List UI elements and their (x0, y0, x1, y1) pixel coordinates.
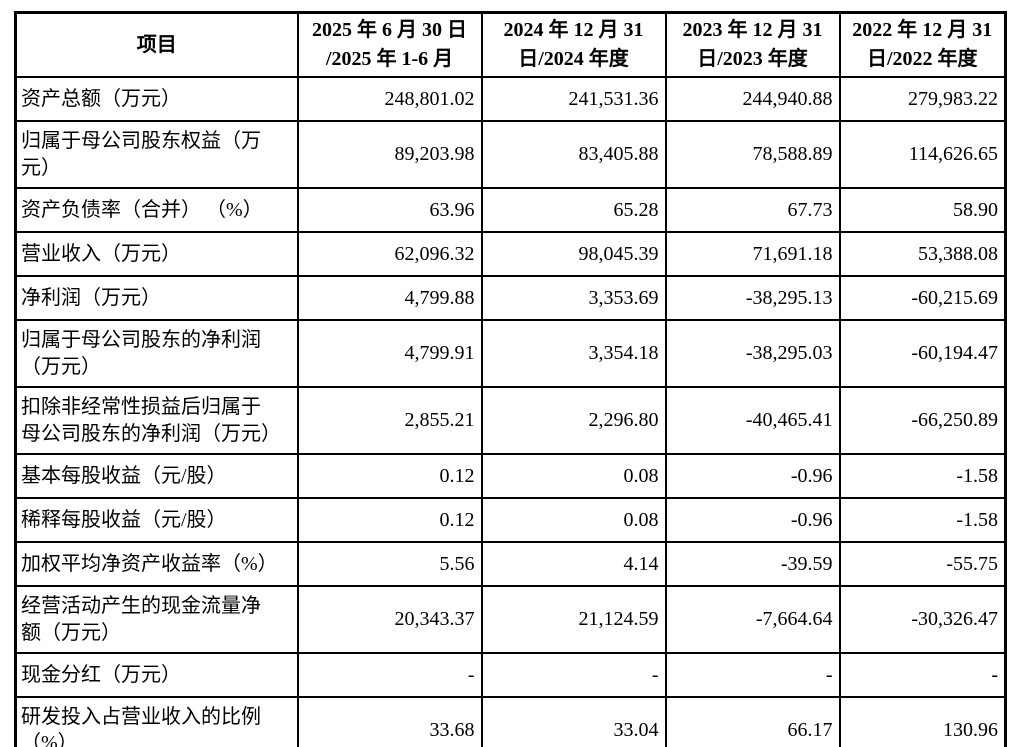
column-header-2025: 2025 年 6 月 30 日 /2025 年 1-6 月 (296, 11, 483, 78)
cell-value: 33.04 (480, 696, 667, 747)
cell-value: -60,215.69 (838, 275, 1007, 321)
table-row-diluted-eps: 稀释每股收益（元/股） 0.12 0.08 -0.96 -1.58 (14, 497, 1007, 543)
cell-value: 78,588.89 (664, 120, 841, 189)
row-label: 归属于母公司股东权益（万 元） (14, 120, 299, 189)
row-label: 归属于母公司股东的净利润 （万元） (14, 319, 299, 388)
cell-value: 66.17 (664, 696, 841, 747)
cell-value: -1.58 (838, 453, 1007, 499)
cell-value: -55.75 (838, 541, 1007, 587)
cell-value: 279,983.22 (838, 76, 1007, 122)
cell-value: -38,295.03 (664, 319, 841, 388)
row-label: 经营活动产生的现金流量净 额（万元） (14, 585, 299, 654)
cell-value: -0.96 (664, 497, 841, 543)
row-label: 加权平均净资产收益率（%） (14, 541, 299, 587)
row-label: 稀释每股收益（元/股） (14, 497, 299, 543)
row-label: 营业收入（万元） (14, 231, 299, 277)
table-row-total-assets: 资产总额（万元） 248,801.02 241,531.36 244,940.8… (14, 76, 1007, 122)
cell-value: 241,531.36 (480, 76, 667, 122)
cell-value: -66,250.89 (838, 386, 1007, 455)
table-row-deducted-net-profit: 扣除非经常性损益后归属于 母公司股东的净利润（万元） 2,855.21 2,29… (14, 386, 1007, 455)
cell-value: 83,405.88 (480, 120, 667, 189)
column-header-2023: 2023 年 12 月 31 日/2023 年度 (664, 11, 841, 78)
table-row-net-profit: 净利润（万元） 4,799.88 3,353.69 -38,295.13 -60… (14, 275, 1007, 321)
column-header-2022: 2022 年 12 月 31 日/2022 年度 (838, 11, 1007, 78)
cell-value: 0.12 (296, 453, 483, 499)
cell-value: -7,664.64 (664, 585, 841, 654)
cell-value: 63.96 (296, 187, 483, 233)
table-row-operating-cash-flow: 经营活动产生的现金流量净 额（万元） 20,343.37 21,124.59 -… (14, 585, 1007, 654)
cell-value: - (664, 652, 841, 698)
cell-value: - (296, 652, 483, 698)
cell-value: 98,045.39 (480, 231, 667, 277)
cell-value: -40,465.41 (664, 386, 841, 455)
cell-value: 5.56 (296, 541, 483, 587)
row-label: 扣除非经常性损益后归属于 母公司股东的净利润（万元） (14, 386, 299, 455)
cell-value: 20,343.37 (296, 585, 483, 654)
cell-value: 0.08 (480, 497, 667, 543)
cell-value: 4.14 (480, 541, 667, 587)
table-row-parent-net-profit: 归属于母公司股东的净利润 （万元） 4,799.91 3,354.18 -38,… (14, 319, 1007, 388)
cell-value: -60,194.47 (838, 319, 1007, 388)
row-label: 资产总额（万元） (14, 76, 299, 122)
row-label: 资产负债率（合并） （%） (14, 187, 299, 233)
cell-value: 3,353.69 (480, 275, 667, 321)
cell-value: 4,799.88 (296, 275, 483, 321)
row-label: 基本每股收益（元/股） (14, 453, 299, 499)
row-label: 净利润（万元） (14, 275, 299, 321)
cell-value: 65.28 (480, 187, 667, 233)
cell-value: 248,801.02 (296, 76, 483, 122)
cell-value: 2,855.21 (296, 386, 483, 455)
cell-value: 89,203.98 (296, 120, 483, 189)
cell-value: 21,124.59 (480, 585, 667, 654)
financial-summary-table: 项目 2025 年 6 月 30 日 /2025 年 1-6 月 2024 年 … (14, 11, 1007, 747)
cell-value: 2,296.80 (480, 386, 667, 455)
table-row-rd-ratio: 研发投入占营业收入的比例 （%） 33.68 33.04 66.17 130.9… (14, 696, 1007, 747)
cell-value: 244,940.88 (664, 76, 841, 122)
cell-value: 71,691.18 (664, 231, 841, 277)
cell-value: - (838, 652, 1007, 698)
table-row-parent-equity: 归属于母公司股东权益（万 元） 89,203.98 83,405.88 78,5… (14, 120, 1007, 189)
column-header-2024: 2024 年 12 月 31 日/2024 年度 (480, 11, 667, 78)
cell-value: 53,388.08 (838, 231, 1007, 277)
cell-value: 130.96 (838, 696, 1007, 747)
cell-value: 62,096.32 (296, 231, 483, 277)
cell-value: 4,799.91 (296, 319, 483, 388)
cell-value: -39.59 (664, 541, 841, 587)
table-row-revenue: 营业收入（万元） 62,096.32 98,045.39 71,691.18 5… (14, 231, 1007, 277)
table-row-weighted-roe: 加权平均净资产收益率（%） 5.56 4.14 -39.59 -55.75 (14, 541, 1007, 587)
row-label: 研发投入占营业收入的比例 （%） (14, 696, 299, 747)
cell-value: 58.90 (838, 187, 1007, 233)
cell-value: -38,295.13 (664, 275, 841, 321)
cell-value: 0.12 (296, 497, 483, 543)
cell-value: -1.58 (838, 497, 1007, 543)
table-row-basic-eps: 基本每股收益（元/股） 0.12 0.08 -0.96 -1.58 (14, 453, 1007, 499)
table-row-debt-ratio: 资产负债率（合并） （%） 63.96 65.28 67.73 58.90 (14, 187, 1007, 233)
header-row: 项目 2025 年 6 月 30 日 /2025 年 1-6 月 2024 年 … (14, 11, 1007, 78)
row-label: 现金分红（万元） (14, 652, 299, 698)
cell-value: -30,326.47 (838, 585, 1007, 654)
cell-value: -0.96 (664, 453, 841, 499)
cell-value: 0.08 (480, 453, 667, 499)
column-header-item: 项目 (14, 11, 299, 78)
cell-value: 114,626.65 (838, 120, 1007, 189)
cell-value: 33.68 (296, 696, 483, 747)
cell-value: - (480, 652, 667, 698)
table-row-cash-dividend: 现金分红（万元） - - - - (14, 652, 1007, 698)
cell-value: 67.73 (664, 187, 841, 233)
cell-value: 3,354.18 (480, 319, 667, 388)
